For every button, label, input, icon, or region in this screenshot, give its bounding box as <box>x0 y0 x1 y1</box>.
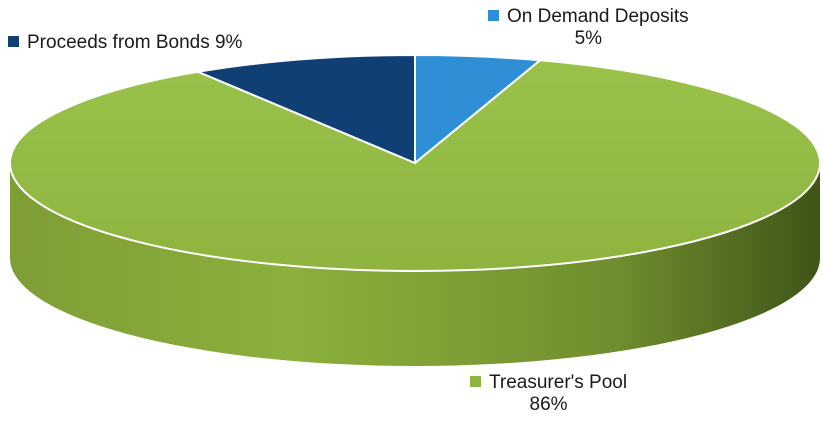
pie-side-wall <box>10 163 820 366</box>
legend-swatch-on-demand-deposits <box>488 10 499 21</box>
legend-item-treasurers-pool: Treasurer's Pool 86% <box>470 372 627 416</box>
legend-value-on-demand-deposits: 5% <box>574 28 603 49</box>
legend-value-treasurers-pool: 86% <box>529 394 568 415</box>
pie-slices-group <box>9 53 821 366</box>
legend-item-proceeds-from-bonds: Proceeds from Bonds 9% <box>8 32 242 54</box>
pie-slice-treasurer-s-pool <box>9 59 821 272</box>
legend-label-proceeds-from-bonds: Proceeds from Bonds 9% <box>27 32 243 53</box>
legend-label-treasurers-pool: Treasurer's Pool <box>489 372 628 393</box>
legend-label-on-demand-deposits: On Demand Deposits <box>507 6 689 27</box>
legend-item-on-demand-deposits: On Demand Deposits 5% <box>488 6 689 50</box>
legend-swatch-treasurers-pool <box>470 376 481 387</box>
pie-slice-proceeds-from-bonds <box>194 53 416 165</box>
legend-swatch-proceeds-from-bonds <box>8 36 19 47</box>
